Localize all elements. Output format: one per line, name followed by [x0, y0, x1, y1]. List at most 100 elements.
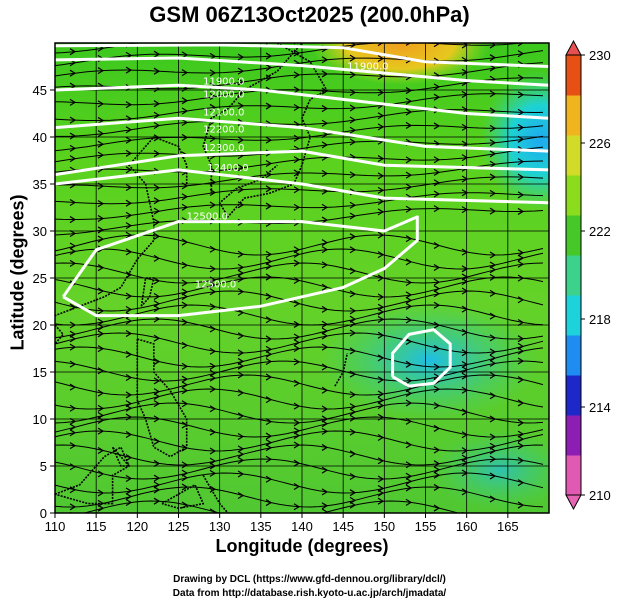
- wind-arrow: [181, 461, 189, 469]
- wind-arrow: [405, 296, 413, 304]
- wind-arrow: [153, 300, 161, 308]
- wind-arrow: [461, 68, 469, 76]
- contour-label: 12400.0: [207, 163, 248, 174]
- wind-arrow: [349, 71, 357, 79]
- wind-arrow: [461, 90, 469, 98]
- contour-line: [55, 168, 549, 205]
- wind-arrow: [209, 347, 217, 355]
- wind-arrow: [265, 292, 273, 300]
- wind-arrow: [489, 261, 497, 269]
- wind-arrow: [517, 501, 525, 509]
- wind-arrow: [461, 140, 469, 148]
- wind-arrow: [433, 205, 441, 213]
- wind-arrow: [321, 87, 329, 95]
- wind-arrow: [209, 457, 217, 465]
- wind-arrow: [69, 216, 77, 224]
- wind-arrow: [405, 399, 413, 407]
- wind-arrow: [489, 392, 497, 400]
- wind-arrow: [69, 230, 77, 238]
- wind-arrow: [321, 320, 329, 328]
- wind-arrow: [377, 274, 385, 282]
- wind-arrow: [97, 389, 105, 397]
- wind-arrow: [433, 290, 441, 298]
- wind-arrow: [377, 197, 385, 206]
- wind-arrow: [377, 457, 385, 465]
- wind-arrow: [461, 469, 469, 477]
- x-axis-ticks: 110 115 120 125 130 135 140 145 150 155 160 165: [45, 513, 519, 534]
- x-tick-label: 150: [373, 519, 395, 534]
- wind-arrow: [265, 499, 273, 507]
- wind-arrow: [293, 432, 301, 440]
- wind-arrow: [433, 278, 441, 286]
- wind-arrow: [293, 300, 301, 308]
- wind-arrow: [237, 53, 245, 61]
- wind-arrow: [209, 276, 217, 284]
- wind-arrow: [433, 363, 441, 371]
- wind-arrow: [265, 316, 273, 324]
- wind-arrow: [209, 469, 217, 477]
- wind-arrow: [97, 345, 105, 353]
- wind-arrow: [517, 108, 525, 116]
- wind-arrow: [377, 475, 385, 483]
- wind-arrow: [265, 185, 273, 193]
- x-tick-label: 135: [250, 519, 272, 534]
- wind-arrow: [517, 135, 525, 143]
- contour-line: [55, 56, 549, 87]
- wind-arrow: [377, 308, 385, 316]
- wind-arrow: [209, 374, 217, 382]
- wind-arrow: [181, 387, 189, 395]
- wind-arrow: [377, 497, 385, 505]
- wind-arrow: [97, 446, 105, 454]
- wind-arrow: [377, 402, 385, 410]
- wind-arrow: [517, 347, 525, 355]
- wind-arrow: [153, 134, 161, 142]
- wind-arrow: [489, 273, 497, 281]
- wind-arrow: [265, 350, 273, 358]
- x-tick-label: 160: [456, 519, 478, 534]
- contour-label: 11900.0: [203, 76, 244, 87]
- wind-arrow: [69, 48, 77, 56]
- height-contours: [55, 43, 549, 388]
- wind-arrow: [349, 116, 357, 124]
- wind-arrow: [125, 413, 133, 421]
- wind-arrow: [377, 155, 385, 163]
- wind-arrow: [125, 474, 133, 482]
- wind-arrow: [181, 341, 189, 349]
- wind-arrow: [265, 159, 273, 167]
- wind-arrow: [97, 100, 105, 108]
- wind-arrow: [377, 303, 385, 311]
- wind-arrow: [405, 235, 413, 243]
- wind-arrow: [405, 441, 413, 449]
- wind-arrow: [461, 447, 469, 455]
- wind-arrow: [209, 245, 217, 253]
- wind-arrow: [517, 74, 525, 82]
- wind-arrow: [265, 64, 273, 72]
- wind-arrow: [181, 301, 189, 309]
- wind-arrow: [349, 408, 357, 416]
- wind-arrow: [181, 483, 189, 491]
- wind-arrow: [293, 339, 301, 347]
- wind-arrow: [237, 470, 245, 478]
- wind-arrow: [489, 371, 497, 379]
- wind-arrow: [69, 383, 77, 391]
- wind-arrow: [377, 396, 385, 404]
- wind-arrow: [377, 231, 385, 239]
- wind-arrow: [265, 335, 273, 343]
- wind-arrow: [181, 362, 189, 370]
- wind-arrow: [433, 446, 441, 454]
- wind-arrow: [69, 198, 77, 206]
- wind-arrow: [265, 345, 273, 353]
- wind-arrow: [489, 160, 497, 168]
- contour-label: 11900.0: [347, 61, 388, 72]
- wind-arrow: [433, 385, 441, 393]
- coastline-segment: [202, 474, 229, 513]
- wind-arrow: [433, 471, 441, 479]
- wind-arrow: [433, 504, 441, 512]
- wind-arrow: [405, 360, 413, 368]
- wind-arrow: [349, 414, 357, 422]
- wind-arrow: [125, 330, 133, 338]
- wind-arrow: [405, 484, 413, 492]
- wind-arrow: [153, 497, 161, 505]
- credit-data: Data from http://database.rish.kyoto-u.a…: [172, 588, 447, 599]
- colorbar-segment: [566, 295, 581, 336]
